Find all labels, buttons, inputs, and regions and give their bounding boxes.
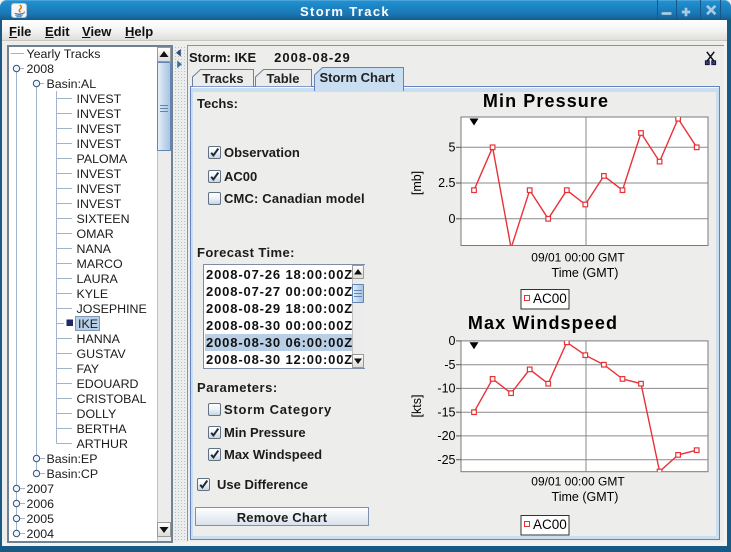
svg-text:Basin:EP: Basin:EP — [47, 452, 98, 466]
svg-text:AC00: AC00 — [533, 291, 567, 306]
svg-text:Basin:AL: Basin:AL — [47, 77, 97, 91]
svg-text:Min Pressure: Min Pressure — [483, 91, 609, 111]
svg-text:-5: -5 — [444, 358, 455, 372]
svg-text:2004: 2004 — [27, 527, 55, 541]
svg-text:2.5: 2.5 — [438, 176, 455, 190]
svg-text:2008: 2008 — [27, 62, 55, 76]
svg-text:-25: -25 — [437, 453, 455, 467]
svg-text:0: 0 — [449, 334, 456, 348]
svg-text:5: 5 — [449, 141, 456, 155]
svg-text:INVEST: INVEST — [77, 137, 122, 151]
svg-text:PALOMA: PALOMA — [77, 152, 128, 166]
svg-text:Max Windspeed: Max Windspeed — [468, 313, 618, 333]
svg-text:ARTHUR: ARTHUR — [77, 437, 128, 451]
svg-text:AC00: AC00 — [533, 517, 567, 532]
svg-text:HANNA: HANNA — [77, 332, 121, 346]
svg-text:SIXTEEN: SIXTEEN — [77, 212, 130, 226]
svg-text:IKE: IKE — [78, 317, 98, 331]
svg-text:-20: -20 — [437, 429, 455, 443]
svg-text:FAY: FAY — [77, 362, 100, 376]
svg-text:2007: 2007 — [27, 482, 55, 496]
svg-text:JOSEPHINE: JOSEPHINE — [77, 302, 147, 316]
svg-text:NANA: NANA — [77, 242, 112, 256]
svg-text:CRISTOBAL: CRISTOBAL — [77, 392, 147, 406]
svg-text:09/01 00:00 GMT: 09/01 00:00 GMT — [531, 475, 625, 489]
svg-text:INVEST: INVEST — [77, 182, 122, 196]
svg-text:DOLLY: DOLLY — [77, 407, 117, 421]
svg-text:INVEST: INVEST — [77, 107, 122, 121]
svg-text:2006: 2006 — [27, 497, 55, 511]
svg-text:2005: 2005 — [27, 512, 55, 526]
svg-text:-10: -10 — [437, 382, 455, 396]
svg-text:0: 0 — [449, 212, 456, 226]
svg-text:INVEST: INVEST — [77, 197, 122, 211]
svg-text:INVEST: INVEST — [77, 167, 122, 181]
svg-text:EDOUARD: EDOUARD — [77, 377, 139, 391]
svg-text:Time (GMT): Time (GMT) — [552, 266, 619, 280]
svg-text:INVEST: INVEST — [77, 92, 122, 106]
svg-text:-15: -15 — [437, 406, 455, 420]
svg-text:Time (GMT): Time (GMT) — [552, 490, 619, 504]
svg-text:Yearly Tracks: Yearly Tracks — [27, 47, 101, 61]
svg-text:BERTHA: BERTHA — [77, 422, 128, 436]
svg-text:Table: Table — [267, 71, 300, 86]
svg-text:INVEST: INVEST — [77, 122, 122, 136]
svg-text:MARCO: MARCO — [77, 257, 123, 271]
svg-text:Basin:CP: Basin:CP — [47, 467, 99, 481]
svg-text:OMAR: OMAR — [77, 227, 114, 241]
svg-text:LAURA: LAURA — [77, 272, 119, 286]
svg-text:[mb]: [mb] — [410, 171, 424, 195]
svg-text:09/01 00:00 GMT: 09/01 00:00 GMT — [531, 251, 625, 265]
svg-text:GUSTAV: GUSTAV — [77, 347, 127, 361]
svg-text:Storm Chart: Storm Chart — [319, 70, 395, 85]
svg-text:[kts]: [kts] — [410, 395, 424, 418]
svg-text:Tracks: Tracks — [202, 71, 243, 86]
svg-text:KYLE: KYLE — [77, 287, 109, 301]
